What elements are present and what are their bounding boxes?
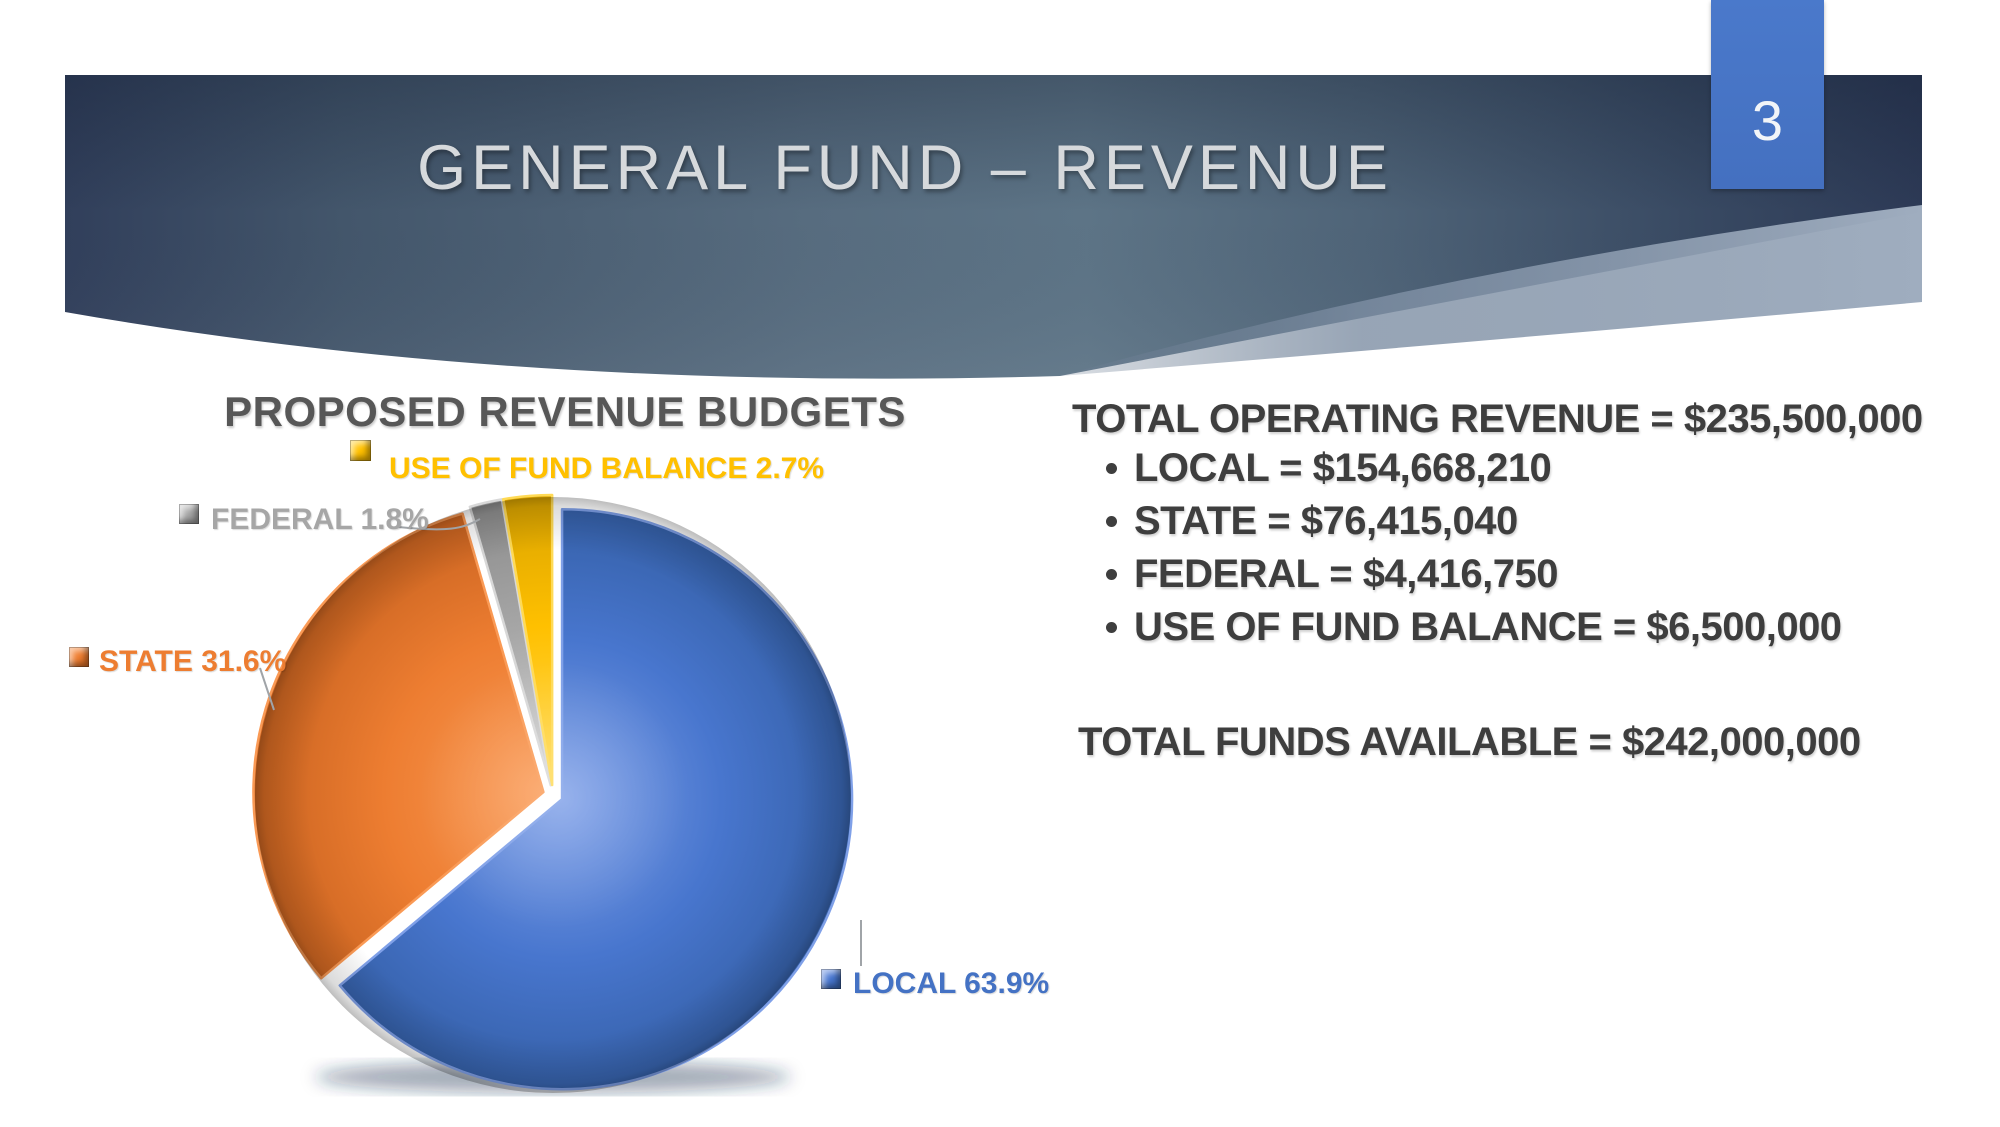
revenue-summary: TOTAL OPERATING REVENUE = $235,500,000 L…	[1072, 396, 1962, 765]
legend-key-federal-icon	[179, 504, 199, 524]
page-number-badge: 3	[1711, 0, 1824, 189]
pie-label-use-of-fund-balance: USE OF FUND BALANCE 2.7%	[389, 452, 825, 485]
bullet-dot-icon	[1106, 463, 1117, 474]
pie-3d-shading	[255, 497, 851, 1093]
pie-label-local: LOCAL 63.9%	[853, 967, 1050, 1000]
pie-slice-federal	[468, 498, 553, 787]
chart-title: PROPOSED REVENUE BUDGETS	[224, 388, 906, 435]
banner-shading	[65, 75, 1922, 379]
legend-key-use-of-fund-balance-icon	[350, 440, 371, 461]
pie-shadow	[315, 1061, 791, 1093]
summary-item: LOCAL = $154,668,210	[1106, 442, 1962, 495]
legend-key-state-icon	[69, 647, 89, 667]
bullet-dot-icon	[1106, 622, 1117, 633]
pie-slice-use-of-fund-balance	[501, 493, 554, 787]
slide-title: GENERAL FUND – REVENUE	[417, 133, 1393, 203]
pie-slice-state	[252, 512, 545, 980]
summary-item: USE OF FUND BALANCE = $6,500,000	[1106, 601, 1962, 654]
funds-total: TOTAL FUNDS AVAILABLE = $242,000,000	[1078, 720, 1861, 764]
pie-label-state: STATE 31.6%	[99, 645, 287, 678]
page-number: 3	[1751, 89, 1784, 152]
banner-swoosh	[1060, 205, 1922, 376]
summary-list: LOCAL = $154,668,210 STATE = $76,415,040…	[1072, 442, 1962, 654]
legend-key-local-icon	[821, 969, 841, 989]
pie-slice-local	[338, 507, 854, 1091]
bullet-dot-icon	[1106, 516, 1117, 527]
pie-label-federal: FEDERAL 1.8%	[211, 503, 429, 536]
summary-heading: TOTAL OPERATING REVENUE = $235,500,000	[1072, 397, 1923, 441]
bullet-dot-icon	[1106, 569, 1117, 580]
summary-item: STATE = $76,415,040	[1106, 495, 1962, 548]
banner-shape	[65, 75, 1922, 379]
summary-item: FEDERAL = $4,416,750	[1106, 548, 1962, 601]
